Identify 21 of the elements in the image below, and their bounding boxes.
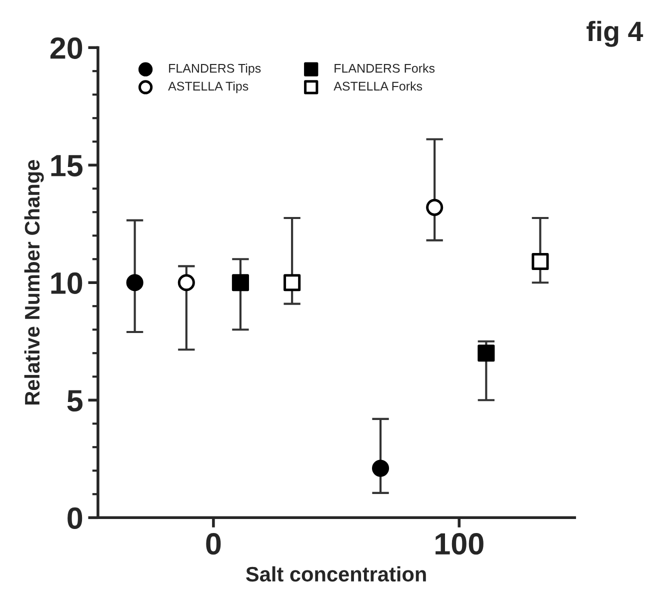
y-tick-label: 10 <box>51 272 82 294</box>
y-tick-label: 0 <box>68 507 82 530</box>
point <box>426 198 444 216</box>
y-axis-title: Relative Number Change <box>24 160 44 405</box>
legend-label: ASTELLA Tips <box>168 81 248 94</box>
point <box>178 274 195 292</box>
y-tick-label: 5 <box>67 390 83 412</box>
point <box>126 274 144 292</box>
x-axis-title: Salt concentration <box>246 566 426 582</box>
point <box>232 274 249 292</box>
point <box>532 252 549 270</box>
legend-label: FLANDERS Tips <box>169 64 261 76</box>
point <box>372 460 390 477</box>
point <box>284 274 301 292</box>
caption: fig 4 <box>586 20 644 47</box>
y-tick-label: 15 <box>51 155 83 176</box>
y-tick-label: 20 <box>50 37 82 59</box>
point <box>478 344 495 362</box>
legend-label: FLANDERS Forks <box>334 64 435 73</box>
x-tick-label: 100 <box>436 533 484 555</box>
legend-label: ASTELLA Forks <box>334 81 422 91</box>
